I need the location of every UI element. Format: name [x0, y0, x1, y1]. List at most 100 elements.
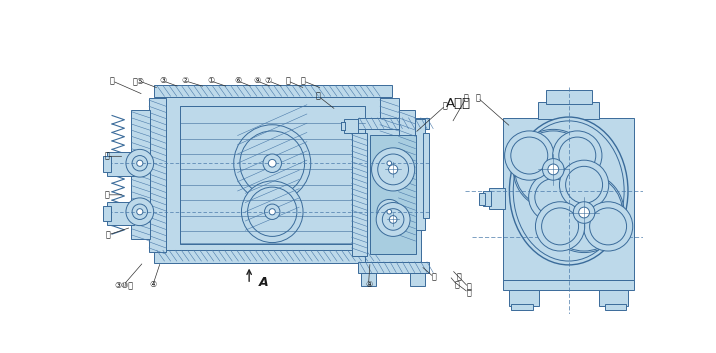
Text: ⑥: ⑥ [234, 76, 241, 85]
Bar [149, 98, 166, 252]
Bar [538, 102, 599, 119]
Bar [103, 205, 110, 221]
Circle shape [574, 202, 595, 223]
Ellipse shape [513, 121, 624, 261]
Bar [370, 135, 416, 254]
Bar [107, 152, 134, 175]
Text: ⑧: ⑧ [365, 280, 372, 289]
Circle shape [553, 131, 602, 180]
Text: ⑰: ⑰ [316, 92, 321, 101]
Circle shape [263, 154, 281, 173]
Text: ⑦: ⑦ [265, 76, 272, 85]
Circle shape [268, 160, 276, 167]
Circle shape [541, 208, 579, 245]
Text: ②: ② [182, 76, 189, 85]
Text: ⑬: ⑬ [466, 288, 471, 297]
Circle shape [387, 161, 392, 166]
Text: ④: ④ [150, 280, 157, 289]
Bar [180, 106, 364, 244]
Circle shape [233, 125, 311, 202]
Text: ㉓: ㉓ [106, 231, 110, 239]
Bar [415, 119, 425, 230]
Bar [155, 250, 392, 263]
Circle shape [382, 209, 404, 230]
Text: ⑨: ⑨ [253, 76, 261, 85]
Circle shape [559, 160, 609, 209]
Circle shape [387, 209, 392, 214]
Circle shape [390, 216, 397, 223]
Circle shape [589, 208, 626, 245]
Circle shape [132, 156, 147, 171]
Text: ⑫: ⑫ [110, 76, 115, 85]
Circle shape [377, 199, 402, 224]
Circle shape [376, 203, 410, 237]
Text: ㉘: ㉘ [432, 273, 436, 282]
Circle shape [383, 205, 395, 218]
Bar [341, 122, 345, 130]
Text: ⑯: ⑯ [301, 76, 306, 85]
Bar [546, 90, 592, 104]
Bar [107, 202, 134, 225]
Circle shape [126, 198, 154, 226]
Ellipse shape [509, 117, 628, 265]
Bar [483, 191, 491, 207]
Bar [599, 290, 628, 306]
Bar [489, 188, 505, 209]
Bar [155, 85, 392, 97]
Text: ㉕: ㉕ [457, 273, 462, 282]
Bar [380, 98, 399, 252]
Circle shape [248, 187, 297, 237]
Text: ㉑: ㉑ [464, 93, 469, 102]
Circle shape [546, 174, 623, 251]
Bar [103, 156, 110, 172]
Text: A视图: A视图 [445, 97, 470, 110]
Text: ㉑: ㉑ [475, 93, 480, 102]
Text: ⑫: ⑫ [105, 152, 109, 161]
Text: ⑲: ⑲ [455, 280, 460, 289]
Circle shape [383, 157, 395, 169]
Bar [410, 273, 425, 286]
Bar [358, 262, 429, 273]
Circle shape [132, 204, 147, 220]
Circle shape [566, 166, 603, 203]
Bar [503, 118, 634, 280]
Circle shape [264, 204, 280, 220]
Text: A: A [259, 276, 268, 289]
Bar [399, 110, 415, 239]
Bar [509, 290, 538, 306]
Circle shape [377, 151, 402, 175]
Text: ③⑩⑪: ③⑩⑪ [114, 280, 133, 289]
Bar [352, 133, 367, 256]
Bar [365, 127, 421, 262]
Circle shape [137, 209, 143, 215]
Circle shape [548, 164, 558, 175]
Bar [423, 133, 430, 218]
Bar [358, 118, 429, 128]
Bar [131, 110, 150, 239]
Circle shape [241, 181, 303, 243]
Text: ⑳: ⑳ [443, 101, 448, 110]
Circle shape [269, 209, 276, 215]
Circle shape [505, 131, 554, 180]
Circle shape [126, 149, 154, 177]
Circle shape [536, 202, 585, 251]
Text: ⑬: ⑬ [466, 283, 471, 292]
Circle shape [579, 207, 589, 218]
Bar [478, 192, 485, 205]
Text: ⑱: ⑱ [105, 190, 109, 199]
Circle shape [515, 131, 592, 208]
Circle shape [389, 165, 398, 174]
Text: ③: ③ [160, 76, 166, 85]
Bar [165, 92, 380, 258]
Bar [361, 273, 376, 286]
Bar [503, 280, 634, 290]
Circle shape [535, 179, 572, 216]
Circle shape [137, 160, 143, 166]
Text: ①: ① [207, 76, 214, 85]
Bar [511, 304, 533, 310]
Circle shape [558, 137, 596, 174]
Circle shape [543, 158, 564, 180]
Circle shape [372, 148, 415, 191]
Bar [344, 119, 358, 133]
Bar [605, 304, 626, 310]
